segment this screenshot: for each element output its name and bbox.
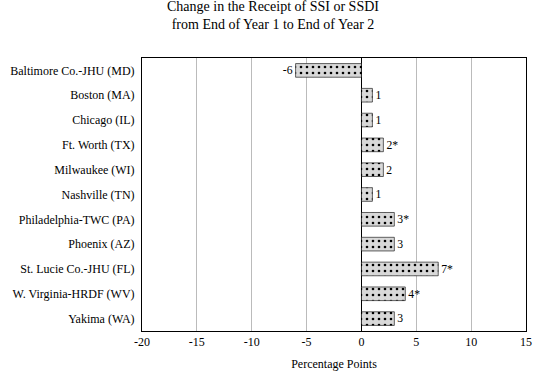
svg-text:7*: 7*: [441, 263, 453, 276]
svg-text:1: 1: [375, 114, 381, 127]
svg-text:-10: -10: [244, 335, 260, 349]
svg-text:Milwaukee (WI): Milwaukee (WI): [54, 163, 134, 177]
svg-text:-15: -15: [189, 335, 205, 349]
svg-text:10: 10: [465, 335, 477, 349]
svg-text:-6: -6: [283, 64, 293, 77]
svg-text:3: 3: [397, 238, 403, 251]
svg-text:1: 1: [375, 188, 381, 201]
svg-text:Chicago (IL): Chicago (IL): [72, 113, 134, 127]
svg-text:W. Virginia-HRDF (WV): W. Virginia-HRDF (WV): [13, 287, 135, 301]
svg-text:Phoenix (AZ): Phoenix (AZ): [68, 237, 134, 251]
svg-text:4*: 4*: [408, 288, 420, 301]
svg-text:-5: -5: [302, 335, 312, 349]
svg-text:3: 3: [397, 312, 403, 325]
svg-text:Percentage Points: Percentage Points: [291, 357, 377, 371]
svg-text:Ft. Worth (TX): Ft. Worth (TX): [62, 138, 134, 152]
svg-text:0: 0: [358, 335, 364, 349]
svg-text:15: 15: [520, 335, 532, 349]
svg-text:2: 2: [386, 164, 392, 177]
svg-text:Baltimore Co.-JHU (MD): Baltimore Co.-JHU (MD): [10, 64, 134, 78]
svg-text:Philadelphia-TWC (PA): Philadelphia-TWC (PA): [19, 213, 135, 227]
svg-text:Boston (MA): Boston (MA): [70, 88, 134, 102]
svg-text:1: 1: [375, 89, 381, 102]
svg-text:2*: 2*: [386, 139, 398, 152]
svg-text:Nashville (TN): Nashville (TN): [62, 188, 135, 202]
svg-text:-20: -20: [134, 335, 150, 349]
svg-text:Change in the Receipt of SSI o: Change in the Receipt of SSI or SSDIfrom…: [167, 0, 379, 32]
svg-text:Yakima (WA): Yakima (WA): [68, 312, 134, 326]
svg-text:5: 5: [413, 335, 419, 349]
svg-text:St. Lucie Co.-JHU (FL): St. Lucie Co.-JHU (FL): [20, 262, 134, 276]
svg-text:3*: 3*: [397, 213, 409, 226]
